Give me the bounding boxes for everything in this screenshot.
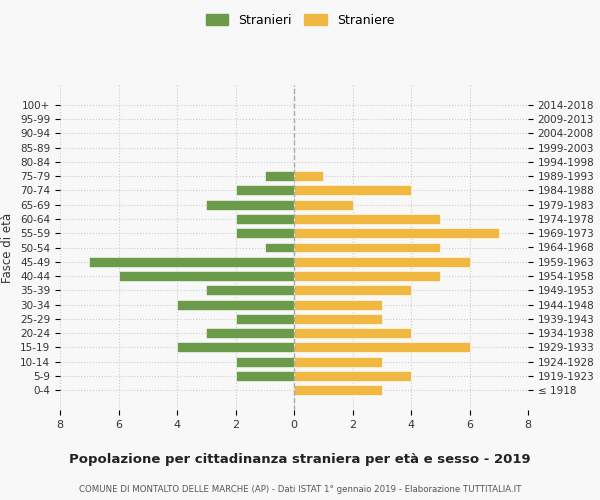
Bar (294, 214, 440, 224)
Text: COMUNE DI MONTALTO DELLE MARCHE (AP) - Dati ISTAT 1° gennaio 2019 - Elaborazione: COMUNE DI MONTALTO DELLE MARCHE (AP) - D… (79, 485, 521, 494)
Bar (294, 171, 323, 181)
Bar (235, 214, 294, 224)
Bar (294, 242, 440, 252)
Bar (235, 314, 294, 324)
Bar (294, 356, 382, 366)
Y-axis label: Anni di nascita: Anni di nascita (598, 204, 600, 291)
Bar (294, 371, 411, 381)
Bar (235, 228, 294, 238)
Bar (294, 271, 440, 281)
Bar (235, 371, 294, 381)
Bar (177, 342, 294, 352)
Bar (294, 385, 382, 395)
Bar (265, 171, 294, 181)
Bar (177, 300, 294, 310)
Legend: Stranieri, Straniere: Stranieri, Straniere (201, 8, 399, 32)
Bar (294, 200, 353, 209)
Y-axis label: Fasce di età: Fasce di età (1, 212, 14, 282)
Bar (89, 257, 294, 267)
Bar (206, 286, 294, 296)
Bar (235, 186, 294, 196)
Text: Popolazione per cittadinanza straniera per età e sesso - 2019: Popolazione per cittadinanza straniera p… (69, 452, 531, 466)
Bar (294, 286, 411, 296)
Bar (206, 328, 294, 338)
Bar (294, 342, 470, 352)
Bar (235, 356, 294, 366)
Bar (294, 257, 470, 267)
Bar (294, 186, 411, 196)
Bar (119, 271, 294, 281)
Bar (294, 314, 382, 324)
Bar (294, 328, 411, 338)
Bar (294, 300, 382, 310)
Bar (294, 228, 499, 238)
Bar (206, 200, 294, 209)
Bar (265, 242, 294, 252)
